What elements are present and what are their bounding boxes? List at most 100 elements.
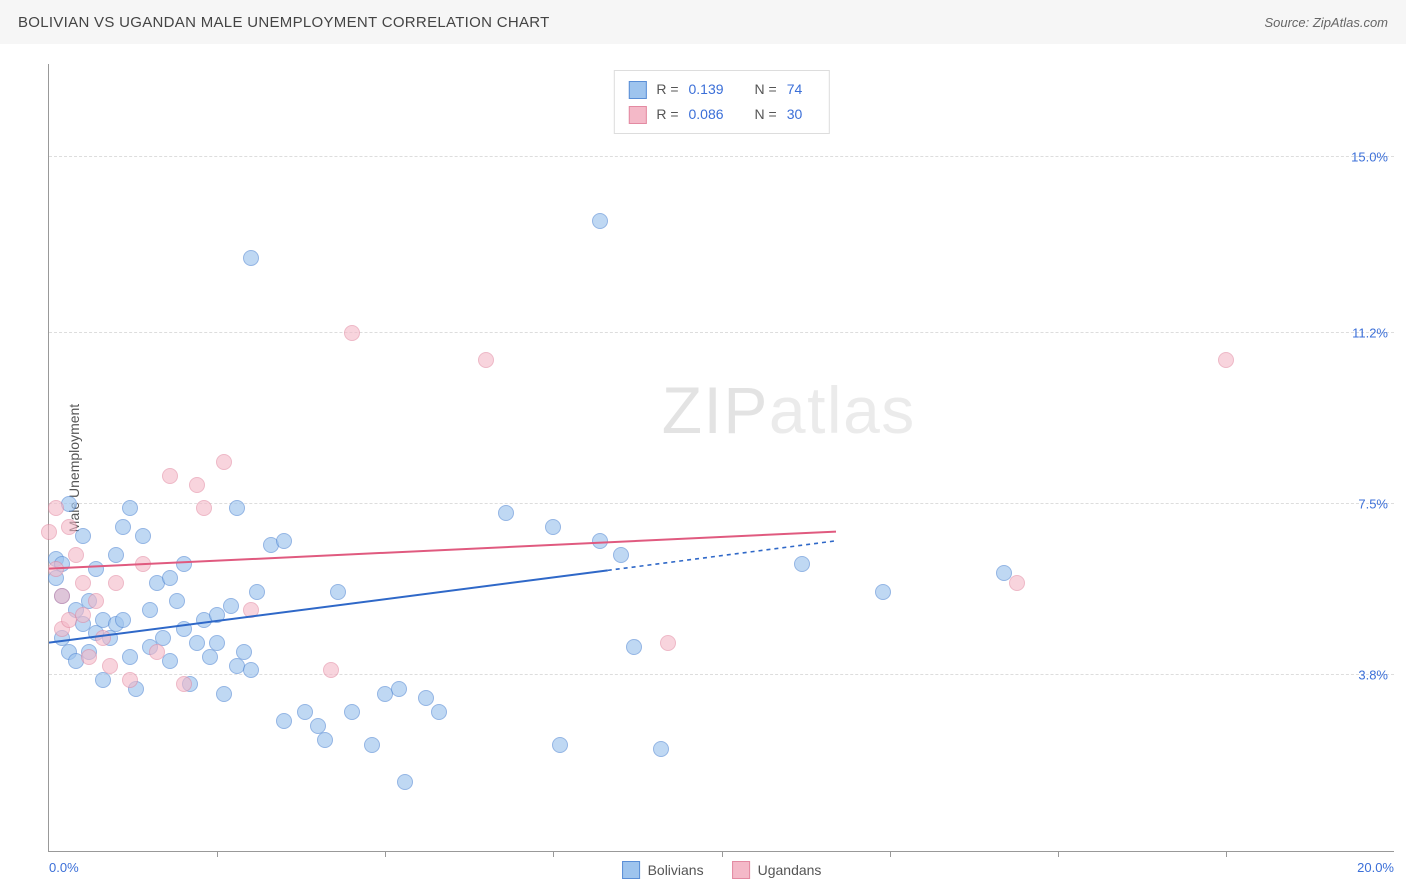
scatter-point xyxy=(592,533,608,549)
scatter-point xyxy=(162,468,178,484)
scatter-point xyxy=(249,584,265,600)
scatter-point xyxy=(149,644,165,660)
scatter-point xyxy=(122,500,138,516)
gridline xyxy=(49,503,1394,504)
scatter-point xyxy=(202,649,218,665)
scatter-point xyxy=(95,672,111,688)
y-tick-label: 3.8% xyxy=(1358,668,1388,683)
header: BOLIVIAN VS UGANDAN MALE UNEMPLOYMENT CO… xyxy=(0,0,1406,44)
legend-item-bolivians: Bolivians xyxy=(622,861,704,879)
scatter-point xyxy=(323,662,339,678)
scatter-point xyxy=(794,556,810,572)
scatter-point xyxy=(176,556,192,572)
y-tick-label: 7.5% xyxy=(1358,496,1388,511)
scatter-point xyxy=(391,681,407,697)
scatter-point xyxy=(95,630,111,646)
trendlines-svg xyxy=(49,64,836,851)
scatter-point xyxy=(344,704,360,720)
scatter-point xyxy=(176,621,192,637)
legend-row-ugandans: R = 0.086 N = 30 xyxy=(628,102,814,127)
scatter-point xyxy=(115,612,131,628)
scatter-point xyxy=(236,644,252,660)
scatter-point xyxy=(545,519,561,535)
scatter-point xyxy=(61,519,77,535)
scatter-point xyxy=(176,676,192,692)
scatter-point xyxy=(397,774,413,790)
scatter-point xyxy=(142,602,158,618)
scatter-point xyxy=(162,653,178,669)
legend-item-ugandans: Ugandans xyxy=(732,861,822,879)
scatter-point xyxy=(297,704,313,720)
x-axis-max-label: 20.0% xyxy=(1357,860,1394,875)
scatter-point xyxy=(68,547,84,563)
scatter-point xyxy=(216,686,232,702)
x-tick xyxy=(1058,851,1059,857)
scatter-point xyxy=(875,584,891,600)
scatter-point xyxy=(276,713,292,729)
swatch-ugandans xyxy=(628,106,646,124)
scatter-point xyxy=(317,732,333,748)
chart-title: BOLIVIAN VS UGANDAN MALE UNEMPLOYMENT CO… xyxy=(18,14,550,31)
scatter-point xyxy=(108,575,124,591)
scatter-point xyxy=(1218,352,1234,368)
correlation-legend: R = 0.139 N = 74 R = 0.086 N = 30 xyxy=(613,70,829,134)
scatter-point xyxy=(48,500,64,516)
x-tick xyxy=(1226,851,1227,857)
scatter-point xyxy=(344,325,360,341)
scatter-point xyxy=(54,588,70,604)
x-axis-min-label: 0.0% xyxy=(49,860,79,875)
scatter-point xyxy=(498,505,514,521)
scatter-point xyxy=(108,547,124,563)
scatter-point xyxy=(189,477,205,493)
scatter-point xyxy=(122,649,138,665)
scatter-point xyxy=(364,737,380,753)
x-tick xyxy=(217,851,218,857)
scatter-point xyxy=(1009,575,1025,591)
scatter-point xyxy=(243,250,259,266)
scatter-point xyxy=(122,672,138,688)
scatter-point xyxy=(169,593,185,609)
scatter-point xyxy=(216,454,232,470)
scatter-point xyxy=(115,519,131,535)
scatter-point xyxy=(330,584,346,600)
scatter-point xyxy=(75,575,91,591)
scatter-point xyxy=(613,547,629,563)
watermark: ZIPatlas xyxy=(662,372,916,448)
scatter-point xyxy=(196,500,212,516)
scatter-point xyxy=(229,500,245,516)
scatter-point xyxy=(626,639,642,655)
scatter-point xyxy=(243,662,259,678)
x-tick xyxy=(890,851,891,857)
scatter-point xyxy=(592,213,608,229)
y-tick-label: 11.2% xyxy=(1352,325,1388,340)
chart-source: Source: ZipAtlas.com xyxy=(1264,15,1388,30)
scatter-point xyxy=(162,570,178,586)
x-tick xyxy=(553,851,554,857)
x-tick xyxy=(385,851,386,857)
scatter-point xyxy=(135,556,151,572)
scatter-plot: ZIPatlas R = 0.139 N = 74 R = 0.086 N = … xyxy=(48,64,1394,852)
scatter-point xyxy=(102,658,118,674)
x-tick xyxy=(722,851,723,857)
series-legend: Bolivians Ugandans xyxy=(622,861,822,879)
scatter-point xyxy=(88,593,104,609)
gridline xyxy=(49,156,1394,157)
scatter-point xyxy=(75,607,91,623)
scatter-point xyxy=(189,635,205,651)
legend-row-bolivians: R = 0.139 N = 74 xyxy=(628,77,814,102)
scatter-point xyxy=(88,561,104,577)
swatch-ugandans-bottom xyxy=(732,861,750,879)
swatch-bolivians xyxy=(628,81,646,99)
scatter-point xyxy=(48,561,64,577)
scatter-point xyxy=(552,737,568,753)
gridline xyxy=(49,332,1394,333)
scatter-point xyxy=(431,704,447,720)
scatter-point xyxy=(209,635,225,651)
scatter-point xyxy=(81,649,97,665)
scatter-point xyxy=(223,598,239,614)
scatter-point xyxy=(41,524,57,540)
scatter-point xyxy=(135,528,151,544)
scatter-point xyxy=(653,741,669,757)
scatter-point xyxy=(276,533,292,549)
scatter-point xyxy=(243,602,259,618)
